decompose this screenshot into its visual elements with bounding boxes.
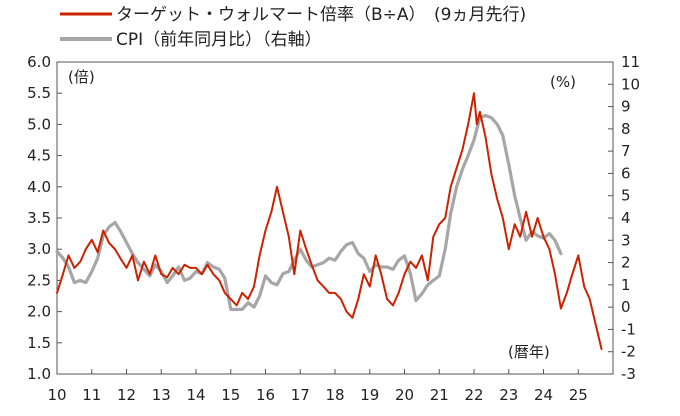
left-tick-label-1: 1.5	[27, 334, 51, 352]
left-tick-label-8: 5.0	[27, 115, 51, 133]
left-tick-label-10: 6.0	[27, 53, 51, 71]
series-line-target-walmart	[56, 92, 603, 350]
legend-label-cpi: CPI（前年同月比）（右軸）	[116, 30, 322, 50]
right-tick-label-10: 7	[621, 142, 631, 160]
x-tick-label-8: 18	[325, 386, 344, 404]
right-tick-label-0: -3	[621, 365, 636, 383]
right-tick-label-12: 9	[621, 98, 631, 116]
x-tick-label-0: 10	[47, 386, 66, 404]
right-tick-label-8: 5	[621, 187, 631, 205]
right-tick-label-6: 3	[621, 231, 631, 249]
left-tick-label-2: 2.0	[27, 303, 51, 321]
x-axis-unit: (暦年)	[508, 343, 550, 361]
left-tick-label-7: 4.5	[27, 147, 51, 165]
right-tick-label-5: 2	[621, 254, 631, 272]
x-tick-label-3: 13	[152, 386, 171, 404]
right-tick-label-2: -1	[621, 320, 636, 338]
legend: ターゲット・ウォルマート倍率（B÷A） (9ヵ月先行) CPI（前年同月比）（右…	[60, 5, 526, 50]
left-tick-label-0: 1.0	[27, 365, 51, 383]
left-tick-label-4: 3.0	[27, 240, 51, 258]
series-layer	[55, 92, 603, 350]
right-tick-label-3: 0	[621, 298, 631, 316]
x-tick-label-1: 11	[82, 386, 101, 404]
right-tick-label-4: 1	[621, 276, 631, 294]
x-tick-label-13: 23	[499, 386, 518, 404]
x-tick-label-5: 15	[221, 386, 240, 404]
left-tick-label-5: 3.5	[27, 209, 51, 227]
left-tick-label-9: 5.5	[27, 84, 51, 102]
right-tick-label-7: 4	[621, 209, 631, 227]
x-tick-label-11: 21	[430, 386, 449, 404]
series-line-cpi	[55, 113, 563, 311]
right-tick-label-1: -2	[621, 343, 636, 361]
left-tick-label-6: 4.0	[27, 178, 51, 196]
x-tick-label-6: 16	[256, 386, 275, 404]
x-tick-label-14: 24	[534, 386, 553, 404]
x-tick-label-12: 22	[464, 386, 483, 404]
plot-area	[56, 61, 614, 375]
x-tick-label-9: 19	[360, 386, 379, 404]
left-axis-unit: (倍)	[68, 68, 95, 86]
x-tick-label-7: 17	[291, 386, 310, 404]
x-tick-label-10: 20	[395, 386, 414, 404]
x-tick-label-2: 12	[117, 386, 136, 404]
x-tick-label-4: 14	[186, 386, 205, 404]
x-axis: 10 11 12 13 14 15 16 17 18 19 20 21 22 23 24 25	[47, 369, 588, 404]
right-tick-label-14: 11	[621, 53, 640, 71]
right-tick-label-9: 6	[621, 164, 631, 182]
x-tick-label-15: 25	[569, 386, 588, 404]
left-tick-label-3: 2.5	[27, 271, 51, 289]
right-tick-label-13: 10	[621, 75, 640, 93]
right-axis-unit: (%)	[550, 73, 576, 91]
right-axis: -3 -2 -1 0 1 2 3 4 5 6 7 8 9 10 11	[608, 53, 640, 383]
legend-label-target-walmart: ターゲット・ウォルマート倍率（B÷A） (9ヵ月先行)	[116, 5, 526, 25]
right-tick-label-11: 8	[621, 120, 631, 138]
left-axis: 1.0 1.5 2.0 2.5 3.0 3.5 4.0 4.5 5.0 5.5 6.0	[27, 53, 62, 383]
